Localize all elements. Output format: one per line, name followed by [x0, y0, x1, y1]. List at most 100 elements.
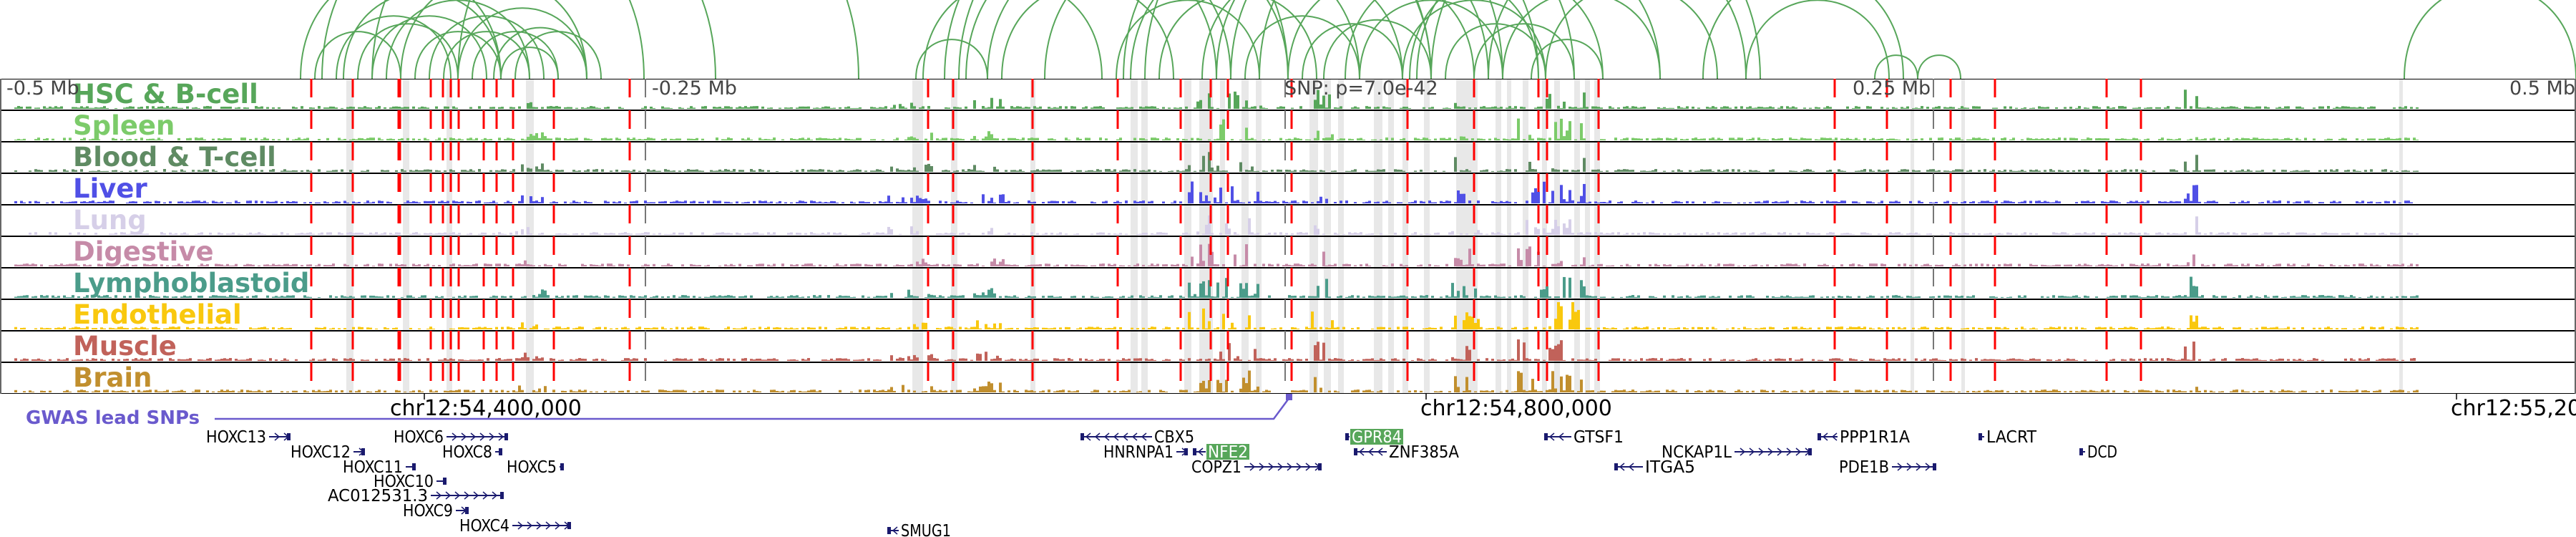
signal-bar — [1872, 359, 1875, 361]
signal-bar — [1382, 201, 1385, 203]
signal-bar — [2124, 169, 2127, 172]
signal-bar — [1099, 106, 1102, 109]
signal-bar — [126, 359, 129, 361]
signal-bar — [538, 169, 541, 172]
signal-bar — [137, 107, 140, 109]
signal-bar — [779, 200, 781, 203]
signal-bar — [1208, 93, 1211, 109]
signal-bar — [890, 355, 893, 361]
signal-bar — [1752, 359, 1755, 361]
signal-bar — [1843, 139, 1846, 140]
signal-bar — [2233, 232, 2235, 235]
signal-bar — [724, 106, 727, 109]
signal-bar — [83, 201, 86, 203]
signal-bar — [1291, 359, 1294, 361]
signal-bar — [1151, 137, 1153, 140]
signal-bar — [2238, 107, 2241, 109]
signal-bar — [1016, 265, 1019, 266]
signal-bar — [63, 295, 66, 298]
signal-bar — [435, 106, 438, 109]
signal-bar — [1251, 137, 1254, 140]
signal-bar — [343, 200, 346, 203]
signal-bar — [716, 296, 718, 298]
signal-bar — [1580, 264, 1583, 266]
signal-bar — [2350, 295, 2353, 298]
signal-bar — [678, 107, 681, 109]
signal-bar — [60, 263, 63, 266]
signal-bar — [452, 137, 455, 140]
signal-bar — [2201, 139, 2204, 140]
signal-bar — [1093, 106, 1096, 109]
signal-bar — [220, 233, 223, 235]
signal-bar — [1420, 233, 1423, 235]
signal-bar — [2184, 198, 2187, 203]
signal-bar — [1749, 170, 1752, 172]
signal-bar — [1689, 233, 1692, 235]
signal-bar — [1755, 264, 1757, 266]
signal-bar — [2184, 295, 2187, 298]
signal-bar — [1918, 200, 1921, 203]
signal-bar — [530, 196, 532, 203]
signal-bar — [913, 296, 916, 298]
signal-bar — [86, 326, 89, 329]
signal-bar — [1789, 296, 1792, 298]
signal-bar — [864, 233, 867, 235]
signal-bar — [306, 264, 309, 266]
signal-bar — [2287, 137, 2290, 140]
signal-bar — [1949, 232, 1952, 235]
signal-bar — [1548, 326, 1551, 329]
signal-bar — [758, 200, 761, 203]
signal-bar — [172, 170, 175, 172]
signal-bar — [1580, 359, 1583, 361]
signal-bar — [1912, 170, 1915, 172]
signal-bar — [862, 201, 864, 203]
signal-bar — [744, 295, 747, 298]
signal-bar — [381, 170, 384, 172]
signal-bar — [1451, 283, 1454, 298]
signal-bar — [2296, 296, 2298, 298]
signal-bar — [819, 233, 821, 235]
signal-bar — [409, 327, 412, 329]
signal-bar — [1445, 295, 1448, 298]
signal-bar — [143, 327, 146, 329]
signal-bar — [1560, 306, 1563, 329]
signal-bar — [1025, 327, 1028, 329]
signal-bar — [1328, 137, 1331, 140]
signal-bar — [1302, 265, 1305, 266]
signal-bar — [2416, 263, 2419, 266]
signal-bar — [664, 200, 667, 203]
signal-bar — [1583, 233, 1586, 235]
signal-bar — [1179, 359, 1182, 361]
signal-bar — [1108, 233, 1111, 235]
signal-bar — [1720, 107, 1723, 109]
signal-bar — [1995, 107, 1998, 109]
signal-bar — [701, 358, 704, 361]
signal-bar — [555, 326, 558, 329]
signal-bar — [46, 107, 49, 109]
signal-bar — [884, 295, 887, 298]
signal-bar — [1568, 277, 1571, 298]
signal-bar — [1208, 280, 1211, 298]
signal-bar — [1709, 358, 1712, 361]
signal-bar — [2235, 107, 2238, 109]
signal-bar — [512, 107, 515, 109]
signal-bar — [1042, 233, 1045, 235]
signal-bar — [1259, 326, 1262, 329]
signal-bar — [172, 106, 175, 109]
signal-bar — [143, 263, 146, 266]
signal-bar — [2330, 328, 2333, 329]
signal-bar — [1683, 107, 1686, 109]
signal-bar — [538, 294, 541, 298]
signal-bar — [1832, 201, 1835, 203]
signal-bar — [2393, 264, 2396, 266]
signal-bar — [309, 296, 312, 298]
signal-bar — [1689, 296, 1692, 298]
signal-bar — [793, 138, 796, 140]
signal-bar — [836, 139, 839, 140]
signal-bar — [1614, 170, 1617, 172]
signal-bar — [1755, 328, 1757, 329]
signal-bar — [215, 170, 218, 172]
signal-bar — [435, 296, 438, 298]
signal-bar — [1714, 200, 1717, 203]
signal-bar — [2107, 296, 2109, 298]
